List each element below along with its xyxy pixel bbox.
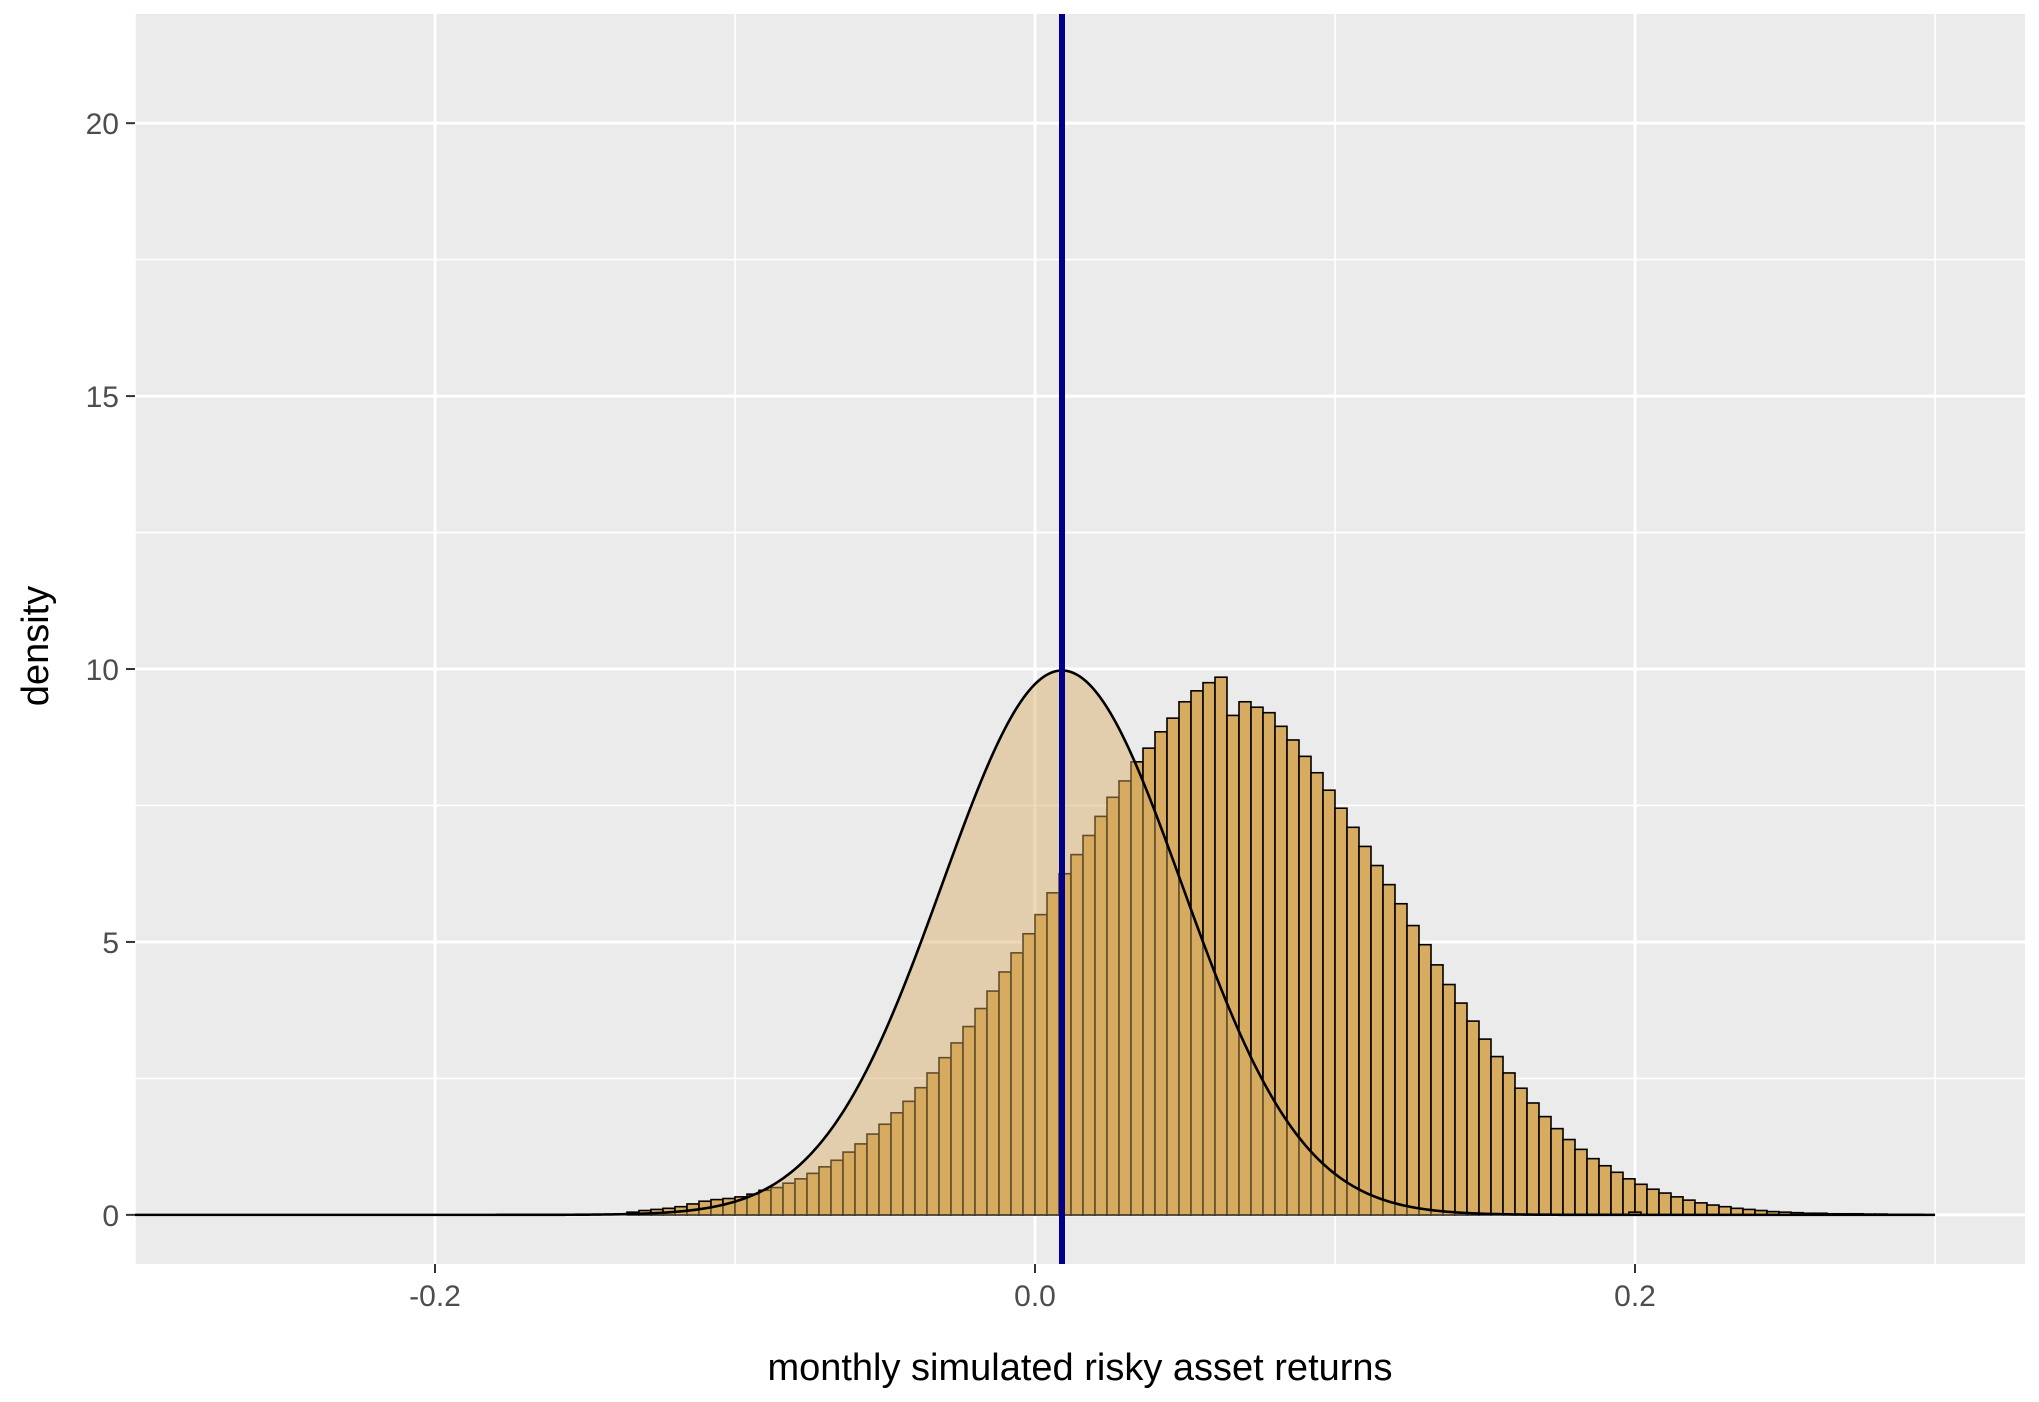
x-tick-label: -0.2 <box>409 1280 461 1313</box>
histogram-bar <box>1514 1087 1528 1216</box>
x-axis: -0.2 0.0 0.2 <box>409 1264 1656 1313</box>
x-tick-label: 0.0 <box>1014 1280 1056 1313</box>
histogram-bar <box>1370 864 1384 1216</box>
histogram-bar <box>1322 789 1336 1216</box>
histogram-bar <box>1586 1157 1600 1216</box>
histogram-bar <box>1562 1138 1576 1216</box>
density-curve <box>135 669 1935 1217</box>
histogram-bar <box>1310 771 1324 1216</box>
histogram-bar <box>1574 1148 1588 1216</box>
histogram-bar <box>1430 964 1444 1216</box>
histogram-bar <box>1466 1020 1480 1216</box>
histogram-bar <box>1418 943 1432 1216</box>
histogram-bar <box>1406 924 1420 1216</box>
y-tick-label: 0 <box>102 1200 119 1233</box>
y-tick-label: 15 <box>86 381 119 414</box>
histogram-bar <box>1442 983 1456 1216</box>
histogram-bar <box>1610 1171 1624 1216</box>
histogram-bar <box>1358 845 1372 1216</box>
y-axis-title: density <box>15 586 57 706</box>
histogram-bar <box>1658 1192 1672 1216</box>
histogram-bar <box>1550 1127 1564 1216</box>
histogram-bar <box>1682 1199 1696 1216</box>
density-fill <box>135 670 1935 1215</box>
histogram-bar <box>1634 1183 1648 1216</box>
histogram-bar <box>1502 1072 1516 1216</box>
histogram-bar <box>1334 807 1348 1216</box>
histogram-bar <box>1478 1038 1492 1216</box>
histogram-bar <box>1526 1102 1540 1216</box>
density-curve-group <box>135 669 1935 1217</box>
histogram-bar <box>1394 902 1408 1216</box>
histogram-bar <box>1694 1202 1708 1216</box>
minor-gridlines <box>134 14 2025 1264</box>
histogram-bar <box>1598 1164 1612 1216</box>
histogram-bar <box>1490 1055 1504 1216</box>
histogram-bar <box>1538 1115 1552 1216</box>
histogram-bar <box>1646 1188 1660 1216</box>
histogram-bar <box>1622 1178 1636 1216</box>
histogram-bar <box>1382 883 1396 1216</box>
x-axis-title: monthly simulated risky asset returns <box>767 1347 1392 1389</box>
histogram-bar <box>1454 1002 1468 1216</box>
y-tick-label: 10 <box>86 654 119 687</box>
y-axis: 0 5 10 15 20 <box>86 108 135 1233</box>
y-tick-label: 20 <box>86 108 119 141</box>
histogram-bar <box>1670 1196 1684 1216</box>
x-tick-label: 0.2 <box>1614 1280 1656 1313</box>
y-tick-label: 5 <box>102 927 119 960</box>
histogram-bar <box>1346 826 1360 1216</box>
histogram-bar <box>1706 1204 1720 1216</box>
